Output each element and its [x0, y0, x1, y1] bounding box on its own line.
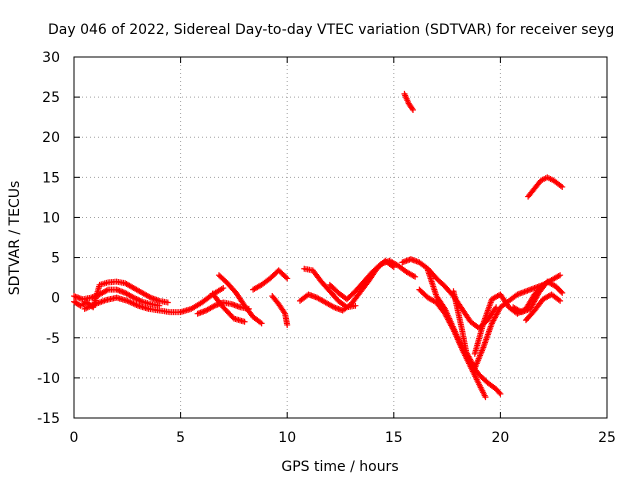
series-pass-7	[250, 267, 291, 293]
axis-ticks: 0 5 10 15 20 25 -15 -10 -5 0 5 10 15 20 25 30	[37, 50, 616, 446]
data-point	[409, 105, 416, 112]
y-tick-label: 30	[42, 50, 60, 66]
data-point	[352, 302, 359, 309]
data-point	[258, 320, 265, 327]
y-tick-label: 5	[51, 251, 60, 267]
data-point	[284, 275, 291, 282]
data-point	[220, 285, 227, 292]
series-pass-18	[522, 291, 564, 324]
grid	[74, 57, 607, 418]
y-tick-label: 0	[51, 291, 60, 307]
y-tick-label: -15	[37, 411, 60, 427]
x-tick-label: 5	[176, 430, 185, 446]
data-point	[559, 183, 566, 190]
series-pass-1	[71, 278, 171, 311]
x-tick-label: 0	[70, 430, 79, 446]
y-axis-title: SDTVAR / TECUs	[7, 181, 23, 296]
data-point	[559, 289, 566, 296]
series-pass-15	[450, 281, 547, 372]
y-tick-label: 20	[42, 130, 60, 146]
series-pass-19	[401, 90, 416, 113]
data-point	[282, 274, 289, 281]
y-tick-label: -5	[46, 331, 60, 347]
x-axis-title: GPS time / hours	[281, 459, 398, 475]
x-tick-label: 25	[598, 430, 616, 446]
data-points	[71, 90, 566, 401]
data-point	[496, 389, 503, 396]
plot-frame	[73, 56, 608, 419]
data-point	[241, 318, 248, 325]
y-tick-label: 10	[42, 210, 60, 226]
series-pass-16	[471, 272, 564, 357]
data-point	[281, 309, 288, 316]
series-pass-6	[209, 290, 248, 325]
data-point	[482, 394, 489, 401]
y-tick-label: 15	[42, 170, 60, 186]
data-point	[497, 390, 504, 397]
x-tick-label: 10	[278, 430, 296, 446]
data-point	[558, 288, 565, 295]
series-pass-2	[71, 286, 163, 309]
x-tick-label: 15	[385, 430, 403, 446]
y-tick-label: -10	[37, 371, 60, 387]
series-pass-8	[269, 293, 291, 328]
data-point	[284, 321, 291, 328]
data-point	[412, 273, 419, 280]
data-point	[164, 299, 171, 306]
data-point	[409, 106, 416, 113]
data-point	[557, 297, 564, 304]
series-pass-12	[399, 256, 500, 332]
chart-title: Day 046 of 2022, Sidereal Day-to-day VTE…	[48, 22, 614, 38]
series-pass-11	[326, 257, 419, 303]
series-pass-20	[525, 174, 566, 200]
y-tick-label: 25	[42, 90, 60, 106]
series-pass-17	[510, 278, 566, 316]
series-pass-5	[215, 272, 265, 327]
x-tick-label: 20	[491, 430, 509, 446]
data-point	[557, 272, 564, 279]
